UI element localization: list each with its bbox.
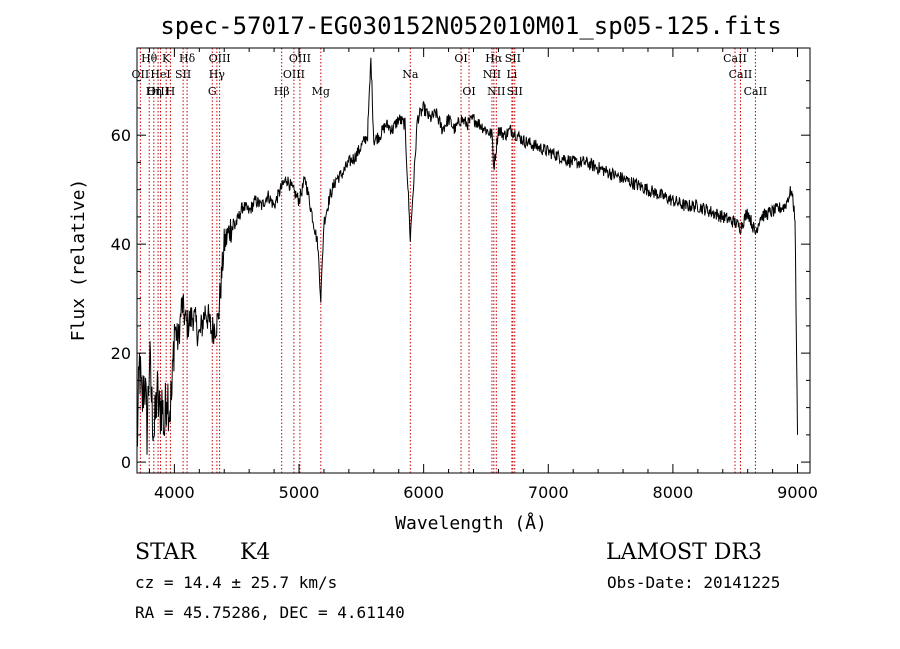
line-marker-label: OIII (209, 52, 231, 65)
observation-date: Obs-Date: 20141225 (607, 573, 781, 592)
line-marker-label: CaII (723, 52, 747, 65)
line-marker-labels: Hθ OII OIII HeI K Hη SII H Hδ OIII Hγ G Hβ OIII OIII Mg… (132, 52, 768, 98)
line-marker-label: Na (402, 68, 419, 81)
spectrum-line (136, 57, 798, 455)
line-marker-label: CaII (729, 68, 753, 81)
line-marker-label: OIII (289, 52, 311, 65)
line-marker-label: Hβ (274, 85, 290, 98)
x-axis-label: Wavelength (Å) (395, 512, 547, 534)
chart-title: spec-57017-EG030152N052010M01_sp05-125.f… (160, 12, 781, 40)
line-marker-label: SII (175, 68, 191, 81)
line-marker-label: SII (505, 52, 521, 65)
x-tick-label: 4000 (154, 483, 195, 502)
line-marker-label: H (166, 85, 176, 98)
line-marker-label: Hη (146, 85, 162, 98)
x-tick-label: 6000 (403, 483, 444, 502)
x-tick-label: 8000 (653, 483, 694, 502)
line-marker-label: G (208, 85, 217, 98)
line-marker-label: Hγ (209, 68, 226, 81)
line-marker-label: SII (507, 85, 523, 98)
coordinates: RA = 45.75286, DEC = 4.61140 (135, 603, 405, 622)
line-marker-label: OIII (147, 85, 169, 98)
x-axis-ticks: 4000 5000 6000 7000 8000 9000 (148, 48, 818, 502)
line-marker-label: OI (462, 85, 475, 98)
object-type: STAR (135, 540, 196, 565)
line-marker-label: Hδ (179, 52, 196, 65)
line-marker-label: OIII (283, 68, 305, 81)
line-marker-label: K (162, 52, 171, 65)
line-marker-label: Li (506, 68, 517, 81)
line-marker-label: OII (132, 68, 150, 81)
x-tick-label: 7000 (528, 483, 569, 502)
line-marker-label: NII (483, 68, 501, 81)
y-tick-label: 60 (111, 126, 131, 145)
subclass: K4 (240, 540, 271, 565)
y-tick-label: 0 (121, 453, 131, 472)
y-tick-label: 40 (111, 235, 131, 254)
survey-name: LAMOST DR3 (606, 540, 762, 565)
line-marker-label: HeI (150, 68, 170, 81)
y-axis-ticks: 0 20 40 60 (111, 80, 810, 472)
line-marker-label: Hα (485, 52, 503, 65)
y-tick-label: 20 (111, 344, 131, 363)
line-markers (139, 48, 756, 473)
line-marker-label: Hθ (141, 52, 158, 65)
line-marker-label: CaII (744, 85, 768, 98)
line-marker-label: OI (454, 52, 467, 65)
x-tick-label: 5000 (279, 483, 320, 502)
line-marker-label: NII (487, 85, 505, 98)
x-tick-label: 9000 (777, 483, 818, 502)
y-axis-label: Flux (relative) (68, 179, 89, 342)
redshift-velocity: cz = 14.4 ± 25.7 km/s (135, 573, 338, 592)
line-marker-label: Mg (312, 85, 330, 98)
plot-frame (136, 47, 811, 474)
